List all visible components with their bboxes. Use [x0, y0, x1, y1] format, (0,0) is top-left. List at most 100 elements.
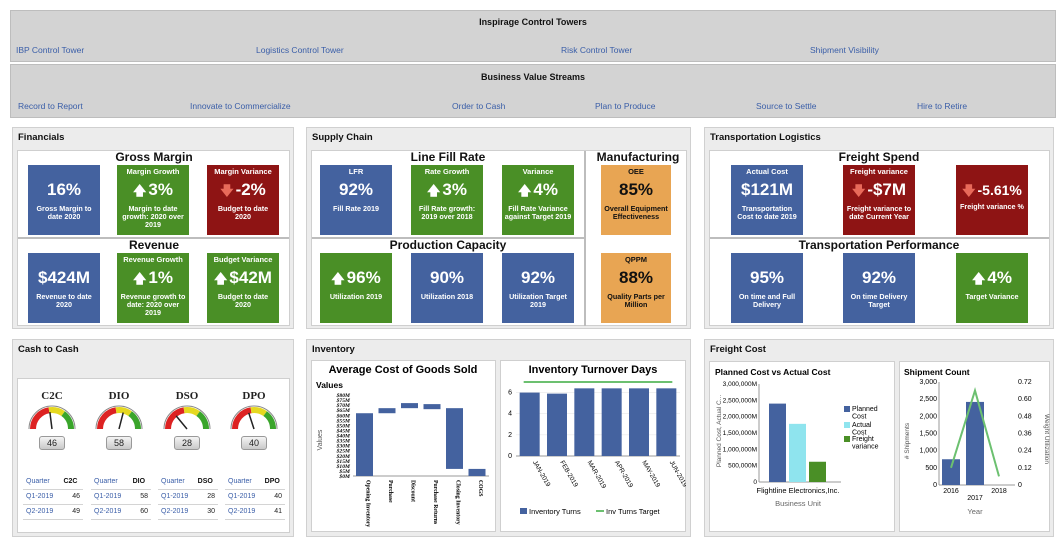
- value-cell: 28: [194, 489, 218, 505]
- kpi-caption: Fill Rate Variance against Target 2019: [504, 204, 572, 222]
- nav-hire-to-retire[interactable]: Hire to Retire: [917, 101, 968, 111]
- kpi-freight-variance[interactable]: Freight variance 🡇 -$7M Freight variance …: [843, 165, 915, 235]
- supply-chain-title: Supply Chain: [312, 132, 373, 143]
- kpi-value: -2%: [235, 180, 266, 199]
- quarter-cell[interactable]: Q1-2019: [158, 489, 195, 505]
- kpi-caption: Freight variance %: [960, 202, 1024, 211]
- kpi-header: Revenue Growth: [123, 255, 183, 264]
- gauge-needle: [118, 412, 124, 430]
- gauge-needle: [49, 412, 53, 430]
- x-tick-label: 2018: [991, 488, 1007, 495]
- shipment-count-chart[interactable]: Shipment Count # Shipments Weight Utilizat…: [899, 361, 1050, 532]
- nav-source-to-settle[interactable]: Source to Settle: [756, 101, 817, 111]
- kpi-utilization-2019[interactable]: 🡅 96% Utilization 2019: [320, 253, 392, 323]
- arrow-up-icon: 🡅: [214, 271, 228, 286]
- kpi-on-time-full[interactable]: 95% On time and Full Delivery: [731, 253, 803, 323]
- kpi-lfr[interactable]: LFR 92% Fill Rate 2019: [320, 165, 392, 235]
- x-axis-label: Business Unit: [775, 499, 822, 508]
- arrow-up-icon: 🡅: [133, 271, 147, 286]
- kpi-value-row: 🡇 -5.61%: [956, 181, 1028, 200]
- nav-record-to-report[interactable]: Record to Report: [18, 101, 83, 111]
- kpi-caption: Fill Rate 2019: [333, 204, 379, 213]
- kpi-qppm[interactable]: QPPM 88% Quality Parts per Million: [601, 253, 671, 323]
- weight-utilization-line: [950, 387, 1000, 477]
- cogs-chart-box: [311, 360, 496, 532]
- kpi-margin-growth[interactable]: Margin Growth 🡅 3% Margin to date growth:…: [117, 165, 189, 235]
- bar-mar-2019: [574, 388, 595, 456]
- quarter-cell[interactable]: Q2-2019: [91, 504, 130, 520]
- kpi-gross-margin[interactable]: 16% Gross Margin to date 2020: [28, 165, 100, 235]
- gauge-rim: [28, 405, 76, 430]
- x-tick-label: Closing Inventory: [455, 480, 461, 525]
- nav-order-to-cash[interactable]: Order to Cash: [452, 101, 506, 111]
- y-tick-label: $30M: [336, 443, 351, 450]
- x-tick-label: JAN-2019: [531, 460, 552, 489]
- chart-title: Average Cost of Goods Sold: [329, 364, 478, 376]
- quarter-cell[interactable]: Q2-2019: [158, 504, 195, 520]
- kpi-header: QPPM: [624, 255, 648, 264]
- kpi-actual-cost[interactable]: Actual Cost $121M Transportation Cost to…: [731, 165, 803, 235]
- quarter-cell[interactable]: Q1-2019: [91, 489, 130, 505]
- table-row: Q1-2019 46: [23, 489, 83, 505]
- legend-swatch: [844, 422, 850, 428]
- kpi-target-variance[interactable]: 🡅 4% Target Variance: [956, 253, 1028, 323]
- table-row: Q2-2019 41: [225, 504, 285, 520]
- kpi-revenue-growth[interactable]: Revenue Growth 🡅 1% Revenue growth to dat…: [117, 253, 189, 323]
- nav-ibp-control-tower[interactable]: IBP Control Tower: [16, 45, 85, 55]
- kpi-revenue[interactable]: $424M Revenue to date 2020: [28, 253, 100, 323]
- planned-vs-actual-chart[interactable]: Planned Cost vs Actual Cost Planned Cost,…: [709, 361, 895, 532]
- legend-title: Values: [316, 380, 343, 390]
- kpi-fill-rate-variance[interactable]: Variance 🡅 4% Fill Rate Variance against …: [502, 165, 574, 235]
- kpi-caption: Utilization 2019: [329, 292, 383, 301]
- gauge-label: DIO: [108, 390, 130, 402]
- x-tick-label: COGS: [477, 480, 483, 496]
- quarter-cell[interactable]: Q2-2019: [225, 504, 262, 520]
- gauge-label: DPO: [242, 390, 266, 402]
- kpi-value: 16%: [46, 180, 82, 199]
- x-tick-label: FEB-2019: [558, 460, 579, 489]
- kpi-margin-variance[interactable]: Margin Variance 🡇 -2% Budget to date 2020: [207, 165, 279, 235]
- kpi-header: Budget Variance: [213, 255, 273, 264]
- legend-label-line: variance: [852, 444, 879, 451]
- kpi-value: 92%: [520, 268, 556, 287]
- y-axis-label: Planned Cost, Actual C...: [716, 395, 723, 467]
- nav-risk-control-tower[interactable]: Risk Control Tower: [561, 45, 633, 55]
- kpi-value: 95%: [749, 268, 785, 287]
- dpo-table: Quarter DPO Q1-2019 40 Q2-2019 41: [225, 474, 285, 520]
- y2-axis-label: Weight Utilization: [1043, 414, 1050, 464]
- x-tick-label: Discount: [410, 480, 416, 502]
- nav-shipment-visibility[interactable]: Shipment Visibility: [810, 45, 879, 55]
- y-tick-label: $0M: [338, 473, 351, 480]
- kpi-utilization-2018[interactable]: 90% Utilization 2018: [411, 253, 483, 323]
- kpi-budget-variance[interactable]: Budget Variance 🡅 $42M Budget to date 202…: [207, 253, 279, 323]
- inventory-turnover-chart[interactable]: Inventory Turnover Days 0 2 4 6 JAN-2019 FEB-2…: [500, 360, 686, 532]
- kpi-value: 3%: [442, 180, 467, 199]
- nav-logistics-control-tower[interactable]: Logistics Control Tower: [256, 45, 344, 55]
- kpi-header: Freight variance: [850, 167, 908, 176]
- kpi-oee[interactable]: OEE 85% Overall Equipment Effectiveness: [601, 165, 671, 235]
- cogs-waterfall-chart[interactable]: Average Cost of Goods Sold Values Values $0…: [311, 360, 496, 532]
- kpi-on-time-target[interactable]: 92% On time Delivery Target: [843, 253, 915, 323]
- quarter-cell[interactable]: Q1-2019: [23, 489, 61, 505]
- kpi-value: 85%: [618, 180, 654, 199]
- kpi-rate-growth[interactable]: Rate Growth 🡅 3% Fill Rate growth: 2019 o…: [411, 165, 483, 235]
- kpi-value: -5.61%: [977, 182, 1022, 198]
- gauge-needle: [175, 415, 188, 430]
- y-tick-label: 1,500,000M: [723, 430, 757, 437]
- kpi-header: LFR: [348, 167, 364, 176]
- y-tick-label: $50M: [336, 422, 351, 429]
- value-cell: 60: [129, 504, 151, 520]
- y2-tick-label: 0.36: [1018, 431, 1032, 438]
- kpi-utilization-target[interactable]: 92% Utilization Target 2019: [502, 253, 574, 323]
- kpi-caption: Target Variance: [965, 292, 1019, 301]
- kpi-freight-variance-pct[interactable]: 🡇 -5.61% Freight variance %: [956, 165, 1028, 235]
- kpi-caption: Utilization Target 2019: [509, 292, 567, 310]
- nav-innovate-to-commercialize[interactable]: Innovate to Commercialize: [190, 101, 291, 111]
- bar-purchase-returns: [423, 404, 441, 410]
- kpi-value-row: 🡅 $42M: [207, 269, 279, 288]
- quarter-cell[interactable]: Q1-2019: [225, 489, 262, 505]
- nav-plan-to-produce[interactable]: Plan to Produce: [595, 101, 656, 111]
- legend-label-line: Planned: [852, 406, 878, 413]
- y-tick-label: 1,000,000M: [723, 446, 757, 453]
- quarter-cell[interactable]: Q2-2019: [23, 504, 61, 520]
